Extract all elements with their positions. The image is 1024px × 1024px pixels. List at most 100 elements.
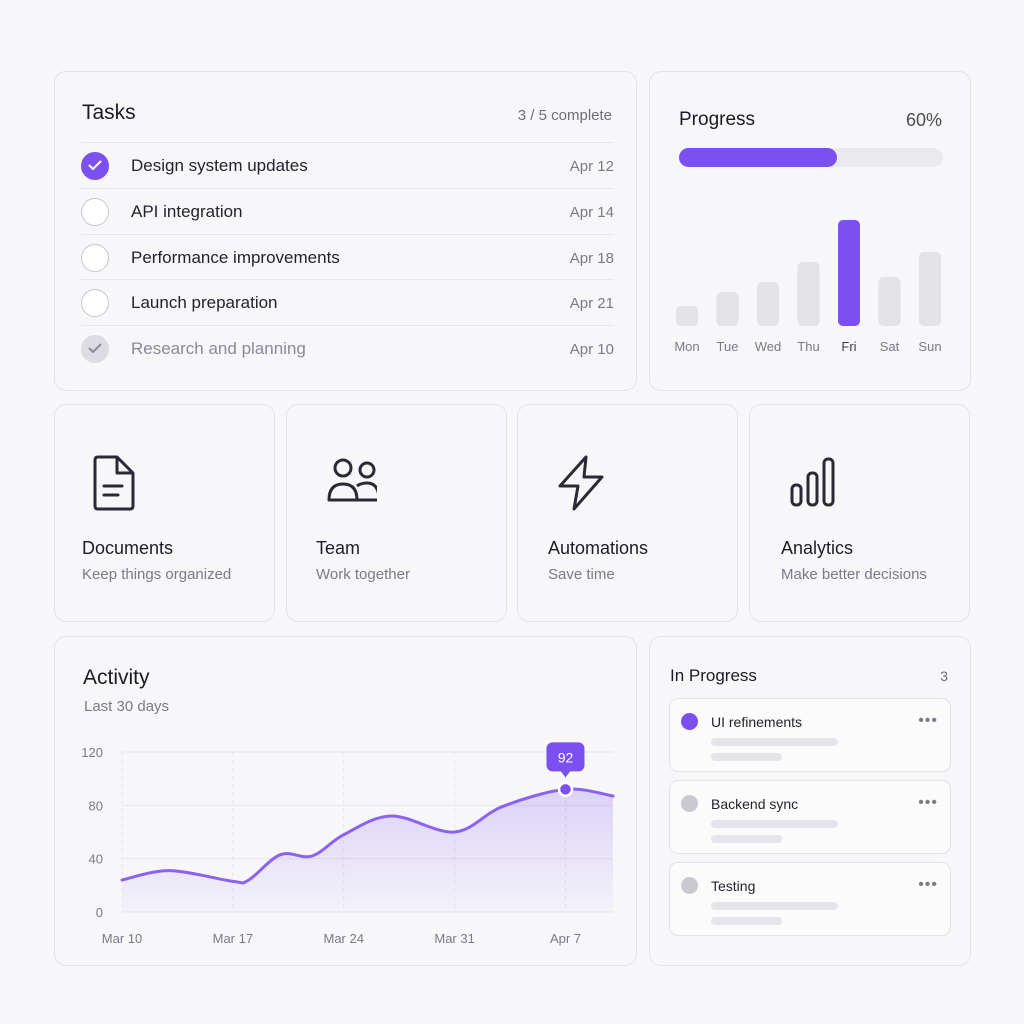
tasks-title: Tasks: [82, 101, 136, 124]
lightning-icon: [544, 453, 608, 513]
task-checkbox[interactable]: [81, 244, 109, 272]
feature-subtitle: Keep things organized: [82, 566, 232, 583]
bar-chart-icon: [776, 453, 840, 513]
bar-label: Thu: [797, 339, 819, 354]
bar-mon: [676, 306, 698, 326]
status-dot: [681, 713, 698, 730]
task-checkbox[interactable]: [81, 289, 109, 317]
task-label: Launch preparation: [131, 293, 278, 312]
tasks-count: 3 / 5 complete: [517, 107, 612, 124]
progress-card: Progress 60% Mon Tue Wed Thu Fri Sat Sun: [649, 71, 971, 391]
checkmark-icon: [88, 160, 102, 170]
task-label: API integration: [131, 202, 243, 221]
progress-title: Progress: [679, 109, 756, 130]
item-label: Testing: [711, 878, 756, 894]
feature-title: Analytics: [781, 538, 854, 558]
tooltip-value: 92: [558, 749, 574, 765]
x-tick-label: Apr 7: [550, 931, 581, 946]
in-progress-card: In Progress 3 UI refinements ••• Backend…: [649, 636, 971, 966]
bar-label: Tue: [717, 339, 739, 354]
bar-label: Sun: [918, 339, 941, 354]
in-progress-count: 3: [940, 668, 948, 684]
task-label: Research and planning: [131, 339, 306, 358]
task-checkbox[interactable]: [81, 198, 109, 226]
document-icon: [81, 453, 145, 513]
bar-thu: [797, 262, 820, 326]
task-date: Apr 12: [569, 158, 614, 175]
y-tick-label: 40: [89, 852, 103, 867]
in-progress-item[interactable]: UI refinements •••: [669, 698, 951, 772]
more-options-icon[interactable]: •••: [918, 794, 938, 811]
bar-fri: [838, 220, 860, 326]
x-tick-label: Mar 24: [324, 931, 364, 946]
task-checkbox[interactable]: [81, 335, 109, 363]
bar-wed: [757, 282, 779, 326]
team-icon: [313, 453, 381, 513]
y-tick-label: 120: [81, 745, 103, 760]
progress-bar: [679, 148, 943, 167]
feature-card-automations[interactable]: Automations Save time: [517, 404, 738, 622]
tooltip-pointer: [560, 770, 571, 778]
tooltip-bubble: [546, 742, 585, 772]
feature-title: Documents: [82, 538, 174, 558]
task-row[interactable]: API integration Apr 14: [81, 188, 614, 234]
task-row[interactable]: Launch preparation Apr 21: [81, 279, 614, 325]
activity-area-chart: 0 40 80 120 Mar 10 Mar 17 Mar 24 Mar 31 Apr 7 92: [81, 742, 615, 946]
task-row[interactable]: Performance improvements Apr 18: [81, 234, 614, 280]
x-tick-label: Mar 10: [102, 931, 142, 946]
activity-subtitle: Last 30 days: [84, 698, 170, 715]
task-checkbox[interactable]: [81, 152, 109, 180]
placeholder-line: [711, 820, 838, 828]
task-row[interactable]: Design system updates Apr 12: [81, 142, 614, 188]
weekly-bar-chart: Mon Tue Wed Thu Fri Sat Sun: [674, 220, 942, 354]
status-dot: [681, 795, 698, 812]
task-date: Apr 18: [569, 250, 614, 267]
tasks-card: Tasks 3 / 5 complete Design system updat…: [54, 71, 637, 391]
feature-subtitle: Save time: [548, 566, 615, 583]
x-tick-label: Mar 31: [434, 931, 474, 946]
task-date: Apr 14: [569, 204, 614, 221]
activity-line: [120, 787, 615, 885]
item-label: Backend sync: [711, 796, 799, 812]
placeholder-line: [711, 753, 782, 761]
bar-label: Sat: [880, 339, 900, 354]
status-dot: [681, 877, 698, 894]
bar-label: Wed: [755, 339, 782, 354]
feature-card-team[interactable]: Team Work together: [286, 404, 507, 622]
highlight-point[interactable]: [557, 781, 574, 798]
feature-subtitle: Work together: [316, 566, 410, 583]
task-label: Performance improvements: [131, 248, 340, 267]
progress-bar-fill: [679, 148, 838, 167]
feature-card-documents[interactable]: Documents Keep things organized: [54, 404, 275, 622]
in-progress-item[interactable]: Testing •••: [669, 862, 951, 936]
x-tick-label: Mar 17: [213, 931, 253, 946]
bar-label: Fri: [841, 339, 856, 354]
y-tick-label: 80: [89, 798, 103, 813]
progress-percent: 60%: [905, 110, 942, 130]
y-tick-label: 0: [96, 905, 103, 920]
activity-area: [122, 789, 613, 912]
item-label: UI refinements: [711, 714, 803, 730]
more-options-icon[interactable]: •••: [918, 712, 938, 729]
checkmark-icon: [88, 343, 102, 353]
activity-title: Activity: [83, 666, 150, 689]
activity-card: Activity Last 30 days 0 40 80 120 Mar 10 Mar …: [54, 636, 637, 966]
task-label: Design system updates: [131, 156, 308, 175]
placeholder-line: [711, 835, 782, 843]
more-options-icon[interactable]: •••: [918, 876, 938, 893]
task-row[interactable]: Research and planning Apr 10: [81, 325, 614, 371]
feature-card-analytics[interactable]: Analytics Make better decisions: [749, 404, 970, 622]
task-date: Apr 10: [569, 341, 614, 358]
feature-title: Automations: [548, 538, 649, 558]
in-progress-item[interactable]: Backend sync •••: [669, 780, 951, 854]
feature-title: Team: [316, 538, 361, 558]
task-date: Apr 21: [569, 295, 614, 312]
feature-subtitle: Make better decisions: [781, 566, 927, 583]
placeholder-line: [711, 738, 838, 746]
bar-sun: [919, 252, 941, 326]
placeholder-line: [711, 902, 838, 910]
bar-tue: [716, 292, 739, 326]
bar-label: Mon: [674, 339, 699, 354]
placeholder-line: [711, 917, 782, 925]
in-progress-title: In Progress: [670, 666, 757, 685]
